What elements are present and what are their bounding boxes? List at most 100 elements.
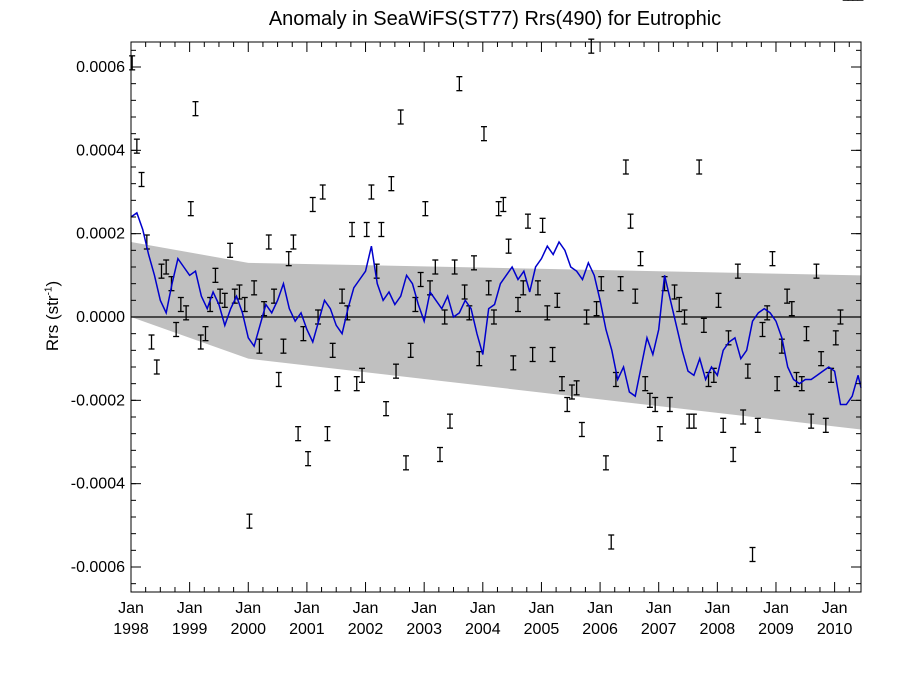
smoothed-line-layer — [130, 211, 862, 406]
data-point — [696, 159, 703, 175]
y-tick-label: 0.0000 — [76, 309, 125, 326]
data-point — [788, 301, 795, 317]
data-point — [549, 346, 556, 363]
data-point — [774, 376, 781, 392]
data-point — [417, 271, 424, 288]
data-point — [593, 301, 600, 317]
data-point — [383, 401, 390, 417]
data-point — [480, 126, 487, 142]
data-point — [666, 396, 673, 413]
x-tick-month: Jan — [529, 600, 555, 617]
data-point — [329, 342, 336, 358]
data-point — [608, 534, 615, 550]
data-point — [461, 284, 468, 300]
data-point — [319, 184, 326, 200]
data-point — [353, 376, 360, 392]
y-tick-label: 0.0002 — [76, 226, 125, 243]
data-point — [393, 363, 400, 379]
data-point — [227, 242, 234, 258]
x-tick-month: Jan — [118, 600, 144, 617]
data-point — [671, 284, 678, 300]
x-tick-month: Jan — [235, 600, 261, 617]
data-point — [784, 288, 791, 304]
confidence-band-layer — [131, 242, 861, 430]
data-point — [588, 38, 595, 54]
data-point — [349, 221, 356, 238]
data-point — [446, 413, 453, 429]
data-point — [378, 221, 385, 238]
data-point — [690, 413, 697, 429]
x-tick-month: Jan — [411, 600, 437, 617]
x-tick-year: 2005 — [524, 621, 560, 638]
data-point — [388, 176, 395, 192]
data-point — [148, 334, 155, 350]
data-point — [808, 413, 815, 429]
data-point — [133, 138, 140, 154]
x-tick-year: 2000 — [230, 621, 266, 638]
x-tick-month: Jan — [587, 600, 613, 617]
data-point — [534, 280, 541, 296]
data-point — [759, 321, 766, 338]
y-tick-label: -0.0006 — [71, 559, 125, 576]
confidence-band — [131, 242, 861, 430]
data-point — [177, 296, 184, 313]
data-point — [822, 417, 829, 433]
data-point — [432, 259, 439, 275]
data-point — [764, 305, 771, 321]
data-point — [368, 184, 375, 200]
data-point — [793, 371, 800, 388]
data-point — [295, 426, 302, 442]
axes-layer — [130, 41, 862, 593]
data-point — [251, 280, 258, 296]
data-point — [275, 371, 282, 388]
data-point — [451, 259, 458, 275]
data-point — [676, 296, 683, 313]
data-point — [602, 455, 609, 471]
data-point — [700, 317, 707, 333]
data-point — [397, 109, 404, 125]
data-point — [598, 276, 605, 292]
smoothed-series-line — [130, 211, 862, 406]
x-tick-year: 2008 — [700, 621, 736, 638]
x-tick-year: 2006 — [582, 621, 618, 638]
data-point — [500, 196, 507, 213]
data-point — [334, 376, 341, 392]
data-point — [495, 201, 502, 217]
data-point — [514, 296, 521, 313]
data-point — [407, 342, 414, 358]
data-point — [510, 355, 517, 371]
data-point — [305, 451, 312, 467]
data-point — [832, 330, 839, 346]
data-point — [129, 55, 136, 71]
x-tick-year: 2010 — [817, 621, 853, 638]
data-point — [422, 201, 429, 217]
y-tick-label: 0.0004 — [76, 142, 125, 159]
data-point — [622, 159, 629, 175]
data-point — [520, 280, 527, 296]
x-tick-month: Jan — [353, 600, 379, 617]
data-point — [183, 305, 190, 321]
data-point — [265, 234, 272, 250]
x-tick-year: 2004 — [465, 621, 501, 638]
data-point — [837, 309, 844, 325]
x-tick-year: 2001 — [289, 621, 325, 638]
data-point — [197, 334, 204, 350]
data-point — [280, 338, 287, 354]
x-tick-month: Jan — [704, 600, 730, 617]
data-point — [544, 305, 551, 321]
data-point — [212, 267, 219, 283]
data-point — [652, 396, 659, 413]
data-point — [202, 326, 209, 342]
data-point — [359, 367, 366, 383]
data-point — [187, 201, 194, 217]
data-point — [798, 376, 805, 392]
data-point — [256, 338, 263, 354]
data-point — [749, 546, 756, 563]
y-tick-label: -0.0004 — [71, 476, 125, 493]
data-point — [221, 292, 228, 308]
data-point — [646, 392, 653, 408]
data-point — [158, 263, 165, 279]
data-point — [153, 359, 160, 375]
data-point — [564, 396, 571, 413]
